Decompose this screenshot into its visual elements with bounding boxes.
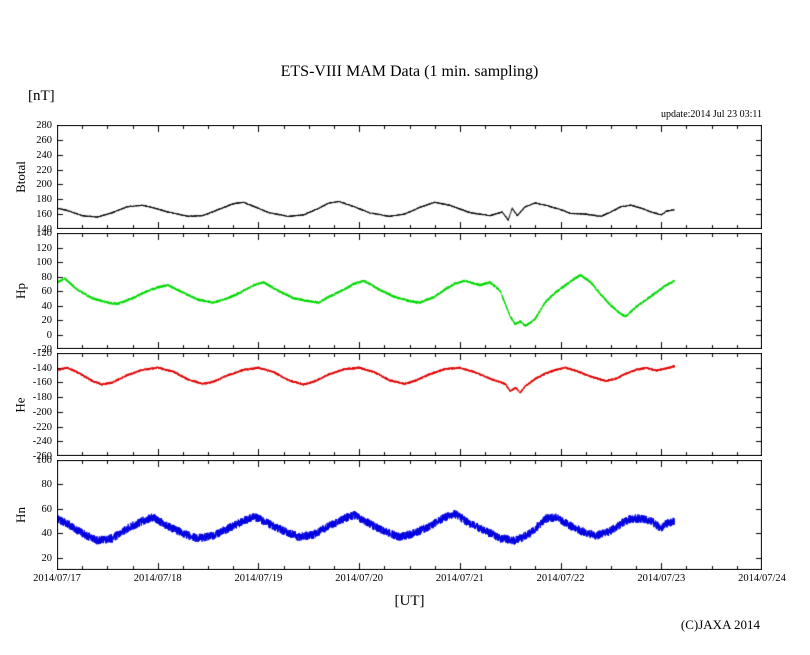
- y-tick-label: -180: [32, 392, 52, 404]
- y-tick-label: -200: [32, 406, 52, 418]
- panel-btotal-plot: [57, 125, 762, 229]
- x-tick-label: 2014/07/17: [33, 573, 81, 584]
- y-tick-label: 60: [41, 503, 53, 515]
- y-tick-label: 160: [36, 209, 52, 221]
- x-tick-label: 2014/07/23: [637, 573, 686, 584]
- y-unit-label: [nT]: [28, 88, 55, 104]
- chart-title: ETS-VIII MAM Data (1 min. sampling): [280, 63, 539, 80]
- y-tick-label: 0: [46, 329, 52, 341]
- panel-hp-plot: [57, 233, 762, 349]
- y-tick-label: 20: [41, 552, 53, 564]
- y-tick-label: 40: [41, 300, 53, 312]
- copyright-label: (C)JAXA 2014: [680, 617, 760, 632]
- y-tick-label: 280: [36, 120, 52, 131]
- y-tick-label: -20: [38, 344, 52, 355]
- x-tick-label: 2014/07/20: [335, 573, 384, 584]
- y-tick-label: 140: [36, 228, 52, 239]
- y-tick-label: 140: [36, 224, 52, 235]
- y-tick-label: 200: [36, 179, 52, 191]
- x-tick-label: 2014/07/21: [435, 573, 484, 584]
- y-tick-label: 100: [36, 257, 52, 268]
- y-tick-label: 240: [36, 149, 52, 161]
- y-tick-label: 220: [36, 164, 52, 176]
- y-tick-label: -160: [32, 377, 52, 389]
- x-tick-label: 2014/07/19: [234, 573, 283, 584]
- y-tick-label: -220: [32, 421, 52, 433]
- x-tick-label: 2014/07/24: [738, 573, 786, 584]
- panel-hn-plot: [57, 460, 762, 570]
- y-tick-label: 260: [36, 134, 52, 146]
- y-tick-label: 20: [41, 315, 53, 326]
- y-tick-label: 60: [41, 286, 53, 297]
- panel-he-plot: [57, 353, 762, 456]
- x-tick-label: 2014/07/22: [536, 573, 585, 584]
- x-axis-label: [UT]: [394, 593, 425, 609]
- y-tick-label: 80: [41, 271, 53, 283]
- y-tick-label: 100: [36, 455, 52, 466]
- y-tick-label: 180: [36, 194, 52, 206]
- y-tick-label: -260: [32, 451, 52, 462]
- y-tick-label: -120: [32, 348, 52, 359]
- y-tick-label: -240: [32, 436, 52, 448]
- y-tick-label: 120: [36, 242, 52, 254]
- update-timestamp: update:2014 Jul 23 03:11: [660, 109, 762, 120]
- y-tick-label: 40: [41, 528, 53, 540]
- y-tick-label: 80: [41, 479, 53, 491]
- y-tick-label: -140: [32, 362, 52, 374]
- x-tick-label: 2014/07/18: [133, 573, 182, 584]
